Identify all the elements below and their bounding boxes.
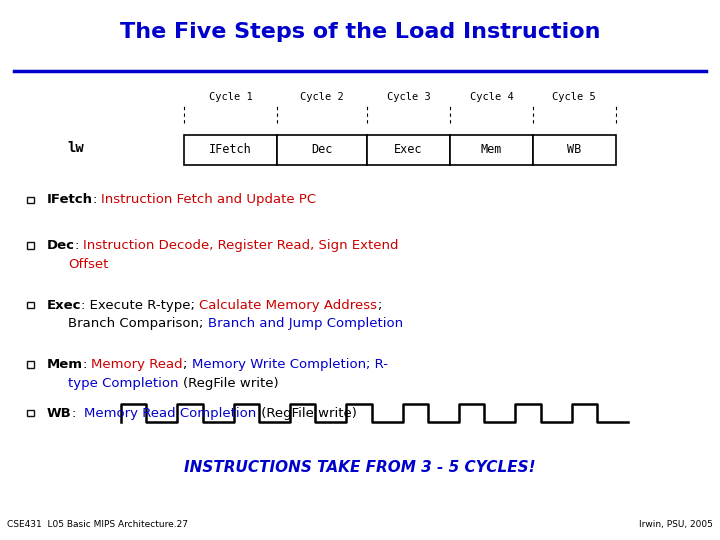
Text: WB: WB	[47, 407, 71, 420]
Text: Memory Read Completion: Memory Read Completion	[84, 407, 256, 420]
Text: :: :	[71, 407, 84, 420]
Bar	[27, 361, 34, 368]
Text: Cycle 2: Cycle 2	[300, 91, 344, 102]
Text: Calculate Memory Address: Calculate Memory Address	[199, 299, 377, 312]
Text: lw: lw	[67, 141, 84, 155]
Text: Dec: Dec	[312, 143, 333, 157]
Text: Cycle 1: Cycle 1	[209, 91, 252, 102]
Bar	[367, 135, 450, 165]
Text: INSTRUCTIONS TAKE FROM 3 - 5 CYCLES!: INSTRUCTIONS TAKE FROM 3 - 5 CYCLES!	[184, 460, 536, 475]
Bar	[27, 242, 34, 249]
Text: WB: WB	[567, 143, 581, 157]
Text: :: :	[75, 239, 84, 252]
Text: (RegFile write): (RegFile write)	[256, 407, 356, 420]
Text: The Five Steps of the Load Instruction: The Five Steps of the Load Instruction	[120, 22, 600, 43]
Text: Offset: Offset	[68, 258, 109, 271]
Text: Instruction Decode, Register Read, Sign Extend: Instruction Decode, Register Read, Sign …	[84, 239, 399, 252]
Text: IFetch: IFetch	[47, 193, 93, 206]
Bar	[533, 135, 616, 165]
Text: :: :	[93, 193, 102, 206]
Text: : Execute R-type;: : Execute R-type;	[81, 299, 199, 312]
Bar	[27, 197, 34, 203]
Text: type Completion: type Completion	[68, 377, 183, 390]
Text: Instruction Fetch and Update PC: Instruction Fetch and Update PC	[102, 193, 317, 206]
Text: Cycle 3: Cycle 3	[387, 91, 431, 102]
Text: Cycle 5: Cycle 5	[552, 91, 596, 102]
Text: Branch and Jump Completion: Branch and Jump Completion	[208, 318, 403, 330]
Bar	[27, 302, 34, 308]
Text: Mem: Mem	[47, 358, 83, 371]
Text: ;: ;	[183, 358, 192, 371]
Text: Memory Write Completion: Memory Write Completion	[192, 358, 366, 371]
Bar	[184, 135, 277, 165]
Text: Cycle 4: Cycle 4	[469, 91, 513, 102]
Text: Dec: Dec	[47, 239, 75, 252]
Text: :: :	[83, 358, 91, 371]
Text: CSE431  L05 Basic MIPS Architecture.27: CSE431 L05 Basic MIPS Architecture.27	[7, 520, 188, 529]
Text: Exec: Exec	[47, 299, 81, 312]
Text: ; R-: ; R-	[366, 358, 388, 371]
Text: (RegFile write): (RegFile write)	[183, 377, 279, 390]
Text: Memory Read: Memory Read	[91, 358, 183, 371]
Text: Branch Comparison;: Branch Comparison;	[68, 318, 208, 330]
Text: Irwin, PSU, 2005: Irwin, PSU, 2005	[639, 520, 713, 529]
Bar	[450, 135, 533, 165]
Text: Mem: Mem	[481, 143, 502, 157]
Bar	[27, 410, 34, 416]
Text: IFetch: IFetch	[209, 143, 252, 157]
Text: ;: ;	[377, 299, 382, 312]
Bar	[277, 135, 367, 165]
Text: Exec: Exec	[395, 143, 423, 157]
